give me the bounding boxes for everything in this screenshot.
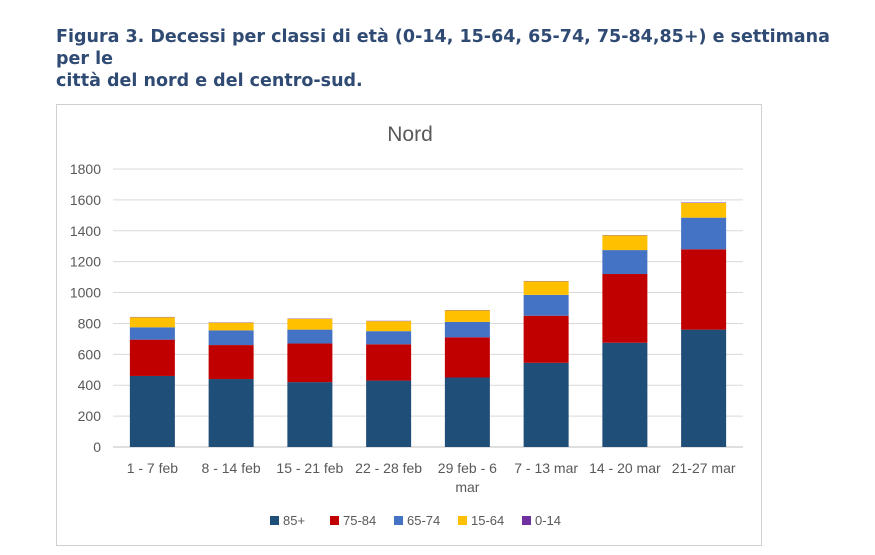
chart-title: Nord [387, 123, 433, 146]
caption-line-1: Figura 3. Decessi per classi di età (0-1… [56, 27, 830, 69]
y-axis-ticks: 0 200 400 600 800 1000 1200 1400 1600 1800 [70, 161, 101, 455]
bar-segment-85+ [681, 329, 727, 447]
legend-label: 15-64 [471, 513, 504, 528]
bar-segment-75-84 [366, 344, 412, 381]
x-tick-label: 7 - 13 mar [514, 460, 578, 476]
bars [129, 202, 727, 447]
x-tick-label: 29 feb - 6 [438, 460, 497, 476]
bar-segment-15-64 [129, 317, 175, 328]
caption-line-2: città del nord e del centro-sud. [56, 71, 363, 91]
legend-swatch [394, 516, 403, 525]
bar-segment-85+ [602, 342, 648, 447]
legend-swatch [330, 516, 339, 525]
bar-segment-75-84 [444, 337, 490, 378]
legend-swatch [458, 516, 467, 525]
x-tick-label: mar [455, 479, 479, 495]
legend-item: 15-64 [458, 513, 504, 528]
legend-item: 65-74 [394, 513, 440, 528]
bar-segment-65-74 [366, 331, 412, 345]
legend: 85+ 75-84 65-74 15-64 0-14 [270, 513, 561, 528]
legend-label: 65-74 [407, 513, 440, 528]
legend-item: 75-84 [330, 513, 376, 528]
bar-segment-75-84 [681, 249, 727, 330]
bar-segment-75-84 [602, 274, 648, 343]
legend-label: 0-14 [535, 513, 561, 528]
bar-segment-15-64 [602, 235, 648, 251]
bar-segment-65-74 [602, 250, 648, 275]
bar-segment-65-74 [208, 330, 254, 346]
x-axis-ticks: 1 - 7 feb 8 - 14 feb 15 - 21 feb 22 - 28 fe… [127, 460, 736, 495]
y-tick-label: 0 [93, 439, 101, 455]
bar-segment-15-64 [523, 281, 569, 295]
x-tick-label: 15 - 21 feb [276, 460, 343, 476]
y-tick-label: 400 [78, 377, 102, 393]
legend-swatch [270, 516, 279, 525]
y-tick-label: 1600 [70, 192, 101, 208]
bar-segment-15-64 [287, 318, 333, 330]
legend-item: 0-14 [522, 513, 561, 528]
bar-segment-65-74 [129, 327, 175, 340]
bar-segment-65-74 [444, 321, 490, 338]
bar-segment-85+ [444, 377, 490, 447]
bar-segment-85+ [523, 362, 569, 447]
x-tick-label: 8 - 14 feb [202, 460, 261, 476]
legend-item: 85+ [270, 513, 305, 528]
legend-swatch [522, 516, 531, 525]
bar-segment-65-74 [523, 294, 569, 316]
x-tick-label: 1 - 7 feb [127, 460, 179, 476]
y-tick-label: 1400 [70, 223, 101, 239]
bar-segment-85+ [366, 380, 412, 447]
x-tick-label: 14 - 20 mar [589, 460, 661, 476]
gridlines [113, 168, 743, 448]
x-tick-label: 21-27 mar [672, 460, 736, 476]
figure-caption: Figura 3. Decessi per classi di età (0-1… [56, 26, 856, 92]
y-tick-label: 200 [78, 408, 102, 424]
bar-segment-85+ [287, 382, 333, 447]
bar-segment-75-84 [287, 343, 333, 383]
bar-segment-75-84 [523, 315, 569, 363]
legend-label: 85+ [283, 513, 305, 528]
bar-segment-15-64 [208, 322, 254, 331]
bar-segment-75-84 [129, 339, 175, 376]
x-tick-label: 22 - 28 feb [355, 460, 422, 476]
bar-segment-65-74 [287, 329, 333, 344]
bar-segment-15-64 [681, 202, 727, 218]
y-tick-label: 1800 [70, 161, 101, 177]
legend-label: 75-84 [343, 513, 376, 528]
y-tick-label: 800 [78, 315, 102, 331]
y-tick-label: 1000 [70, 285, 101, 301]
bar-segment-85+ [129, 375, 175, 447]
bar-segment-15-64 [444, 310, 490, 322]
y-tick-label: 600 [78, 346, 102, 362]
bar-segment-65-74 [681, 217, 727, 250]
y-tick-label: 1200 [70, 254, 101, 270]
bar-segment-15-64 [366, 321, 412, 332]
bar-segment-85+ [208, 379, 254, 447]
bar-segment-75-84 [208, 345, 254, 380]
